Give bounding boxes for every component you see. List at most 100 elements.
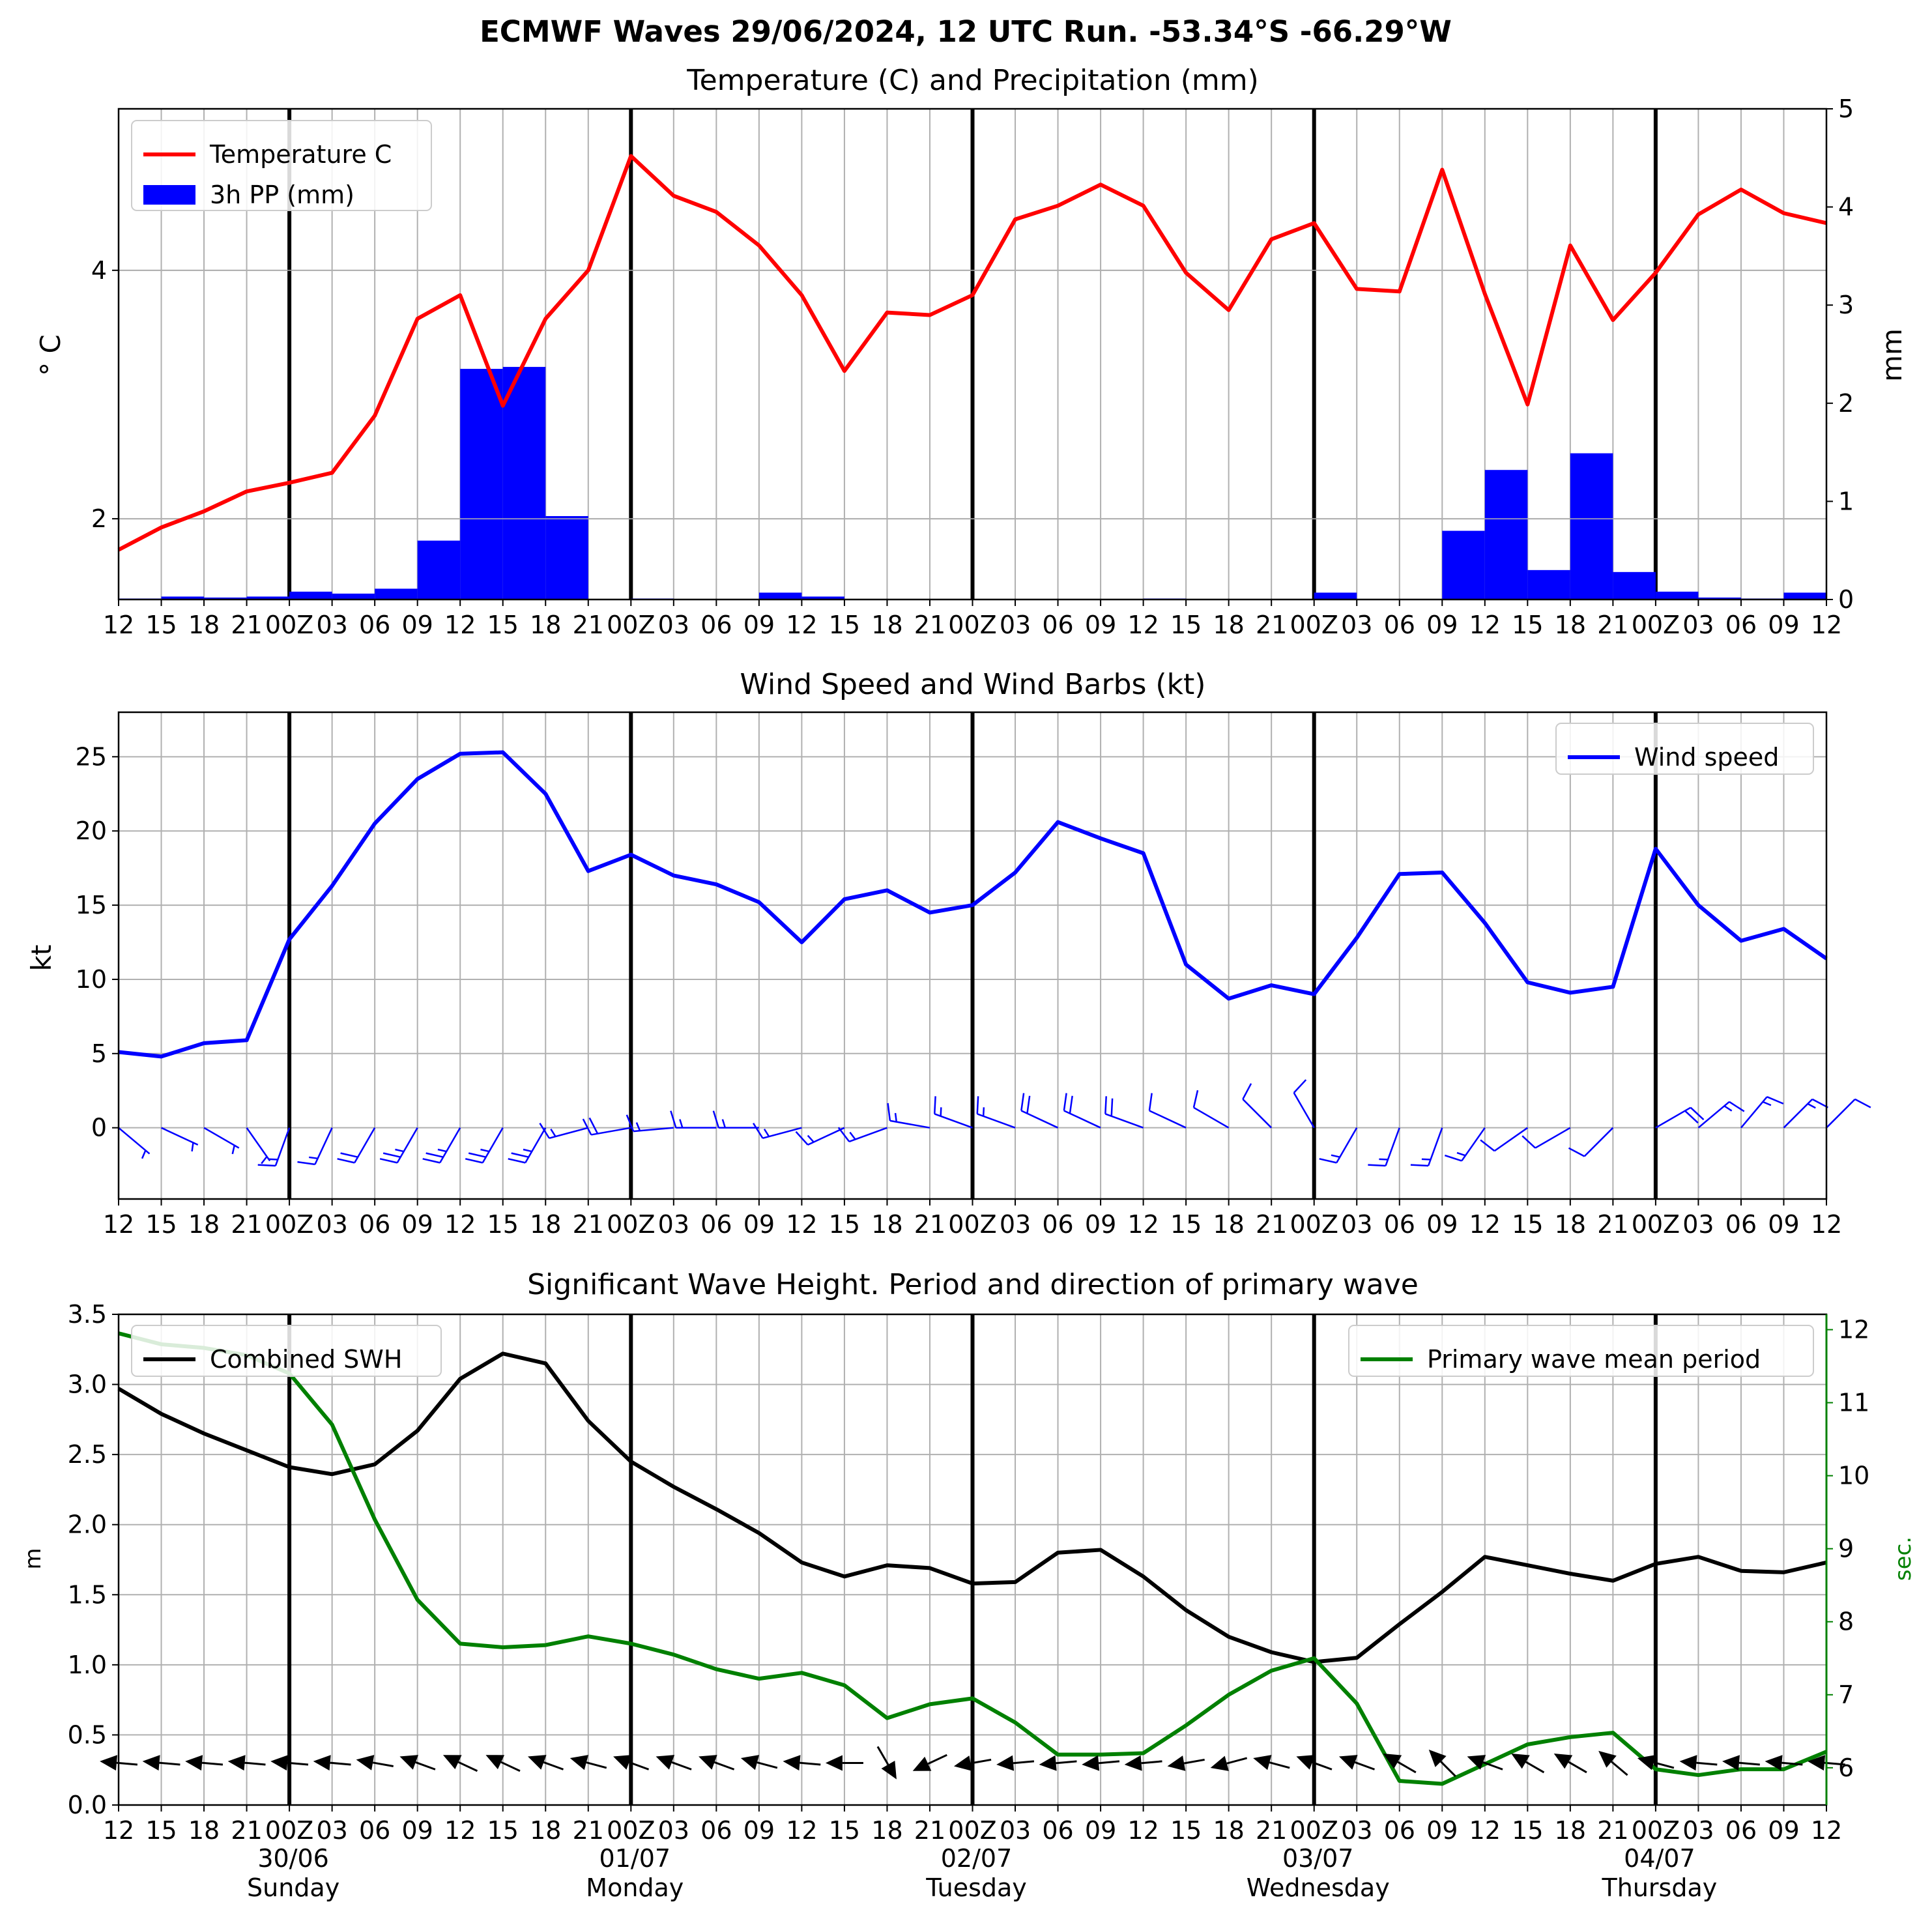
x-tick-label: 00Z bbox=[1632, 1210, 1680, 1239]
x-tick-label: 00Z bbox=[1290, 1210, 1338, 1239]
arrow-shaft bbox=[800, 1761, 821, 1766]
wind-barb-full bbox=[752, 1123, 764, 1139]
wind-barb-full bbox=[1020, 1093, 1025, 1111]
wind-barb-half bbox=[1807, 1103, 1816, 1109]
x-tick-label: 06 bbox=[1725, 611, 1757, 639]
x-tick-label: 18 bbox=[188, 1816, 220, 1845]
x-tick-label: 09 bbox=[1426, 611, 1458, 639]
arrow-shaft bbox=[372, 1761, 394, 1767]
wind-barb-full bbox=[511, 1152, 529, 1158]
x-tick-label: 09 bbox=[1085, 611, 1116, 639]
x-tick-label: 15 bbox=[145, 611, 177, 639]
x-tick-label: 18 bbox=[530, 1816, 561, 1845]
arrow-head bbox=[1082, 1755, 1100, 1771]
x-tick-label: 00Z bbox=[948, 1816, 996, 1845]
wind-barb-full bbox=[297, 1161, 315, 1166]
wave-direction-arrow bbox=[1679, 1755, 1718, 1771]
arrow-shaft bbox=[1226, 1757, 1248, 1765]
wind-barb-half bbox=[437, 1148, 447, 1153]
x-tick-label: 12 bbox=[1469, 1210, 1501, 1239]
arrow-head bbox=[356, 1755, 375, 1770]
y2-tick-label: 6 bbox=[1838, 1754, 1854, 1782]
wind-barb-shaft bbox=[314, 1127, 333, 1165]
y-tick-label: 1.5 bbox=[68, 1580, 107, 1609]
x-tick-label: 12 bbox=[786, 611, 817, 639]
arrow-head bbox=[1679, 1755, 1697, 1771]
wind-barb-shaft bbox=[482, 1127, 504, 1164]
arrow-shaft bbox=[457, 1761, 478, 1772]
x-tick-label: 21 bbox=[1597, 611, 1628, 639]
wind-barb-shaft bbox=[1583, 1127, 1614, 1157]
arrow-head bbox=[699, 1755, 717, 1770]
wind-barb-full bbox=[1293, 1079, 1307, 1093]
wind-barb-full bbox=[1368, 1164, 1386, 1167]
wave-direction-arrow bbox=[142, 1755, 180, 1771]
x-tick-label: 00Z bbox=[948, 611, 996, 639]
wind-barb-full bbox=[468, 1152, 487, 1158]
arrow-head bbox=[740, 1755, 760, 1770]
wave-direction-arrow bbox=[399, 1755, 436, 1770]
y2-tick-label: 8 bbox=[1838, 1608, 1854, 1636]
wave-direction-arrow bbox=[442, 1755, 478, 1772]
temperature-line bbox=[117, 154, 1827, 552]
wind-barb bbox=[1368, 1127, 1400, 1167]
wind-barb-shaft bbox=[1427, 1127, 1443, 1166]
arrow-shaft bbox=[1568, 1761, 1587, 1774]
wave-panel: 0.00.51.01.52.02.53.03.512 15 18 21 00Z 03 06 0… bbox=[68, 1300, 1870, 1902]
wind-barb-shaft bbox=[1293, 1092, 1315, 1129]
wind-barb-shaft bbox=[1461, 1127, 1486, 1162]
wind-barb-shaft bbox=[439, 1127, 461, 1164]
y-tick-label: 0.5 bbox=[68, 1720, 107, 1749]
x-tick-label: 00Z bbox=[607, 1816, 655, 1845]
x-tick-label: 06 bbox=[700, 1210, 732, 1239]
wave-direction-arrow bbox=[1598, 1750, 1628, 1776]
arrow-shaft bbox=[1098, 1760, 1120, 1765]
x-tick-label: 12 bbox=[1469, 611, 1501, 639]
wind-barb bbox=[1444, 1127, 1486, 1162]
y-tick-label: 20 bbox=[76, 816, 107, 845]
wave-direction-arrow bbox=[270, 1755, 309, 1771]
wind-barb-shaft bbox=[203, 1127, 240, 1149]
x-tick-label: 21 bbox=[231, 611, 262, 639]
wind-barb-full bbox=[257, 1164, 276, 1167]
wind-barb-shaft bbox=[848, 1127, 887, 1143]
arrow-head bbox=[1637, 1755, 1656, 1770]
y2-tick-label: 10 bbox=[1838, 1462, 1869, 1490]
wind-barb-half bbox=[982, 1107, 985, 1116]
arrow-head bbox=[442, 1755, 462, 1770]
y2-tick-label: 2 bbox=[1838, 389, 1854, 418]
arrow-shaft bbox=[159, 1761, 180, 1766]
x-tick-label: 18 bbox=[1555, 611, 1586, 639]
arrow-shaft bbox=[671, 1761, 692, 1770]
x-tick-label: 12 bbox=[786, 1816, 817, 1845]
x-tick-label: 15 bbox=[487, 611, 519, 639]
arrow-head bbox=[1808, 1755, 1826, 1771]
wind-barb-full bbox=[340, 1152, 358, 1158]
x-tick-label: 18 bbox=[1213, 1210, 1244, 1239]
precip-bar bbox=[1527, 570, 1570, 599]
wind-barb-shaft bbox=[1336, 1127, 1358, 1164]
x-tick-label: 06 bbox=[1725, 1210, 1757, 1239]
x-tick-label: 12 bbox=[1127, 1210, 1159, 1239]
x-tick-label: 00Z bbox=[1632, 1816, 1680, 1845]
arrow-shaft bbox=[500, 1761, 521, 1772]
x-tick-label: 12 bbox=[444, 1816, 476, 1845]
arrow-shaft bbox=[287, 1761, 309, 1766]
wind-barb-full bbox=[337, 1158, 355, 1164]
wind-barb bbox=[1104, 1096, 1144, 1129]
x-tick-label: 03 bbox=[658, 1210, 689, 1239]
wind-barb-shaft bbox=[1242, 1098, 1273, 1129]
precip-bar bbox=[545, 515, 588, 599]
wind-barb bbox=[670, 1110, 717, 1129]
x-tick-label: 21 bbox=[1256, 1210, 1287, 1239]
wind-barb bbox=[1410, 1127, 1443, 1167]
arrow-shaft bbox=[1354, 1761, 1375, 1770]
wind-barb-shaft bbox=[274, 1127, 291, 1166]
x-tick-label: 09 bbox=[1426, 1210, 1458, 1239]
arrow-shaft bbox=[116, 1761, 138, 1766]
x-tick-label: 03 bbox=[316, 1210, 347, 1239]
x-tick-label: 12 bbox=[1127, 1816, 1159, 1845]
precip-bar bbox=[246, 596, 290, 599]
